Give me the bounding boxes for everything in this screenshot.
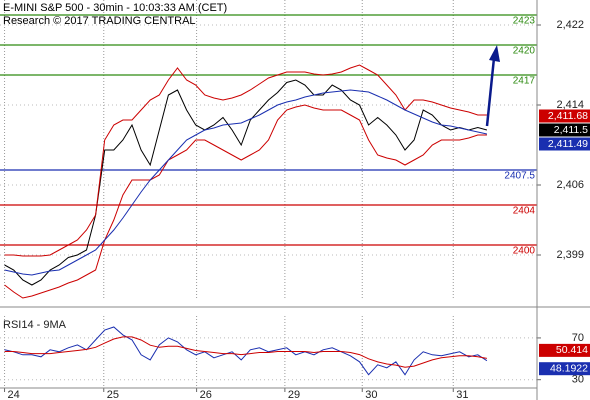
series-line	[4, 104, 487, 299]
level-label: 2404	[513, 206, 536, 217]
series-line	[4, 336, 487, 368]
last-value-label: 2,411.49	[548, 138, 588, 150]
series-line	[4, 326, 488, 376]
last-value-badge	[539, 343, 590, 357]
x-tick-label: 29	[288, 389, 300, 400]
level-label: 2407.5	[504, 171, 535, 182]
x-tick-label: 24	[8, 389, 20, 400]
y-tick-label: 2,414	[556, 99, 584, 111]
level-label: 2417	[513, 76, 536, 87]
x-tick-label: 31	[456, 389, 468, 400]
y-tick-label: 2,422	[556, 19, 584, 31]
last-value-badge	[539, 123, 590, 137]
y-tick-label: 30	[572, 374, 584, 386]
last-value-label: 2,411.5	[554, 124, 588, 136]
projection-arrow-head	[489, 45, 500, 62]
header-title: E-MINI S&P 500 - 30min - 10:03:33 AM (CE…	[3, 2, 227, 14]
level-label: 2400	[513, 246, 536, 257]
header-source: Research © 2017 TRADING CENTRAL	[3, 15, 196, 27]
y-tick-label: 70	[572, 332, 584, 344]
series-line	[4, 79, 488, 286]
last-value-badge	[539, 137, 590, 151]
level-label: 2423	[513, 16, 536, 27]
last-value-label: 50.414	[556, 344, 588, 356]
series-line	[4, 89, 488, 276]
projection-arrow	[485, 57, 496, 127]
last-value-badge	[539, 109, 590, 123]
x-tick-label: 26	[200, 389, 212, 400]
series-line	[4, 64, 487, 257]
y-tick-label: 2,406	[556, 179, 584, 191]
level-label: 2420	[513, 46, 536, 57]
last-value-label: 2,411.68	[548, 110, 588, 122]
x-tick-label: 30	[365, 389, 377, 400]
rsi-title: RSI14 - 9MA	[3, 319, 67, 331]
last-value-label: 48.1922	[550, 362, 588, 374]
last-value-badge	[539, 362, 590, 376]
x-tick-label: 25	[107, 389, 119, 400]
y-tick-label: 2,399	[556, 249, 584, 261]
